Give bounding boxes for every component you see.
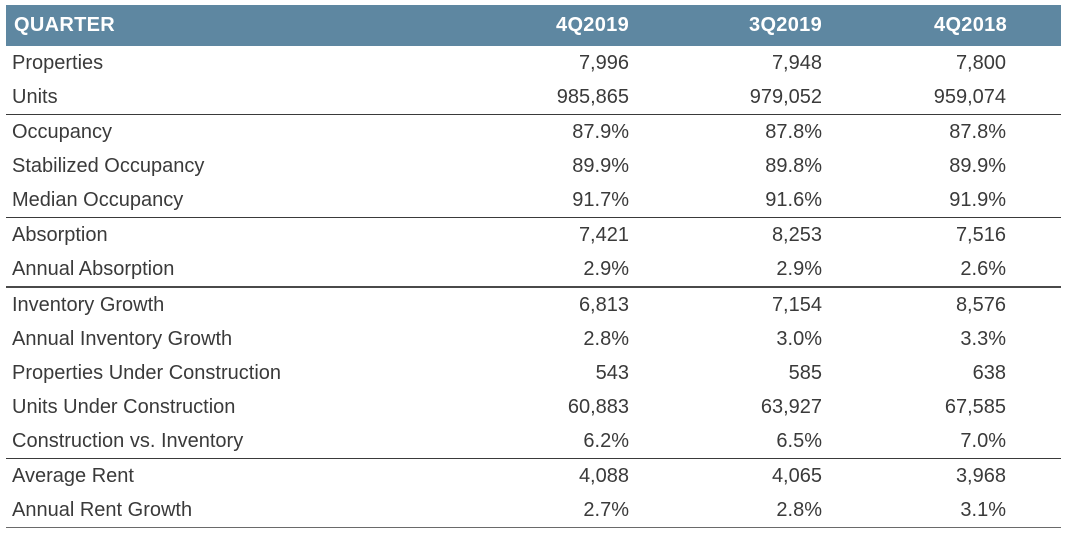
table-cell: 7,421 — [446, 217, 629, 252]
table-cell: 91.7% — [572, 188, 629, 211]
row-label: Absorption — [6, 217, 446, 252]
table-row: Median Occupancy 91.7% 91.6% 91.9% — [6, 183, 1061, 218]
table-cell: 3.1% — [822, 493, 1061, 528]
table-cell: 4,088 — [446, 458, 629, 493]
table-cell: 2.7% — [446, 493, 629, 528]
table-cell: 63,927 — [760, 395, 822, 418]
table-cell: 7,154 — [629, 286, 822, 322]
row-label: Properties — [12, 51, 104, 74]
row-label: Median Occupancy — [12, 188, 184, 211]
metrics-table-container: QUARTER 4Q2019 3Q2019 4Q2018 Properties … — [6, 5, 1061, 528]
table-cell: 60,883 — [567, 395, 629, 418]
table-row: Annual Rent Growth 2.7% 2.8% 3.1% — [6, 493, 1061, 528]
row-label: Occupancy — [6, 114, 446, 149]
table-row: Inventory Growth 6,813 7,154 8,576 — [6, 286, 1061, 322]
table-cell: 7.0% — [960, 429, 1006, 452]
table-row: Absorption 7,421 8,253 7,516 — [6, 217, 1061, 252]
row-label: Annual Rent Growth — [6, 493, 446, 528]
table-row: Annual Absorption 2.9% 2.9% 2.6% — [6, 252, 1061, 287]
table-row: Properties 7,996 7,948 7,800 — [6, 46, 1061, 80]
table-cell: 585 — [788, 361, 822, 384]
row-label: Units — [12, 85, 58, 108]
table-cell: 2.8% — [629, 493, 822, 528]
table-cell: 89.9% — [572, 154, 629, 177]
table-cell: 979,052 — [749, 85, 822, 108]
table-cell: 87.9% — [446, 114, 629, 149]
table-cell: 3.3% — [960, 327, 1006, 350]
metrics-table: QUARTER 4Q2019 3Q2019 4Q2018 Properties … — [6, 5, 1061, 528]
table-cell: 7,516 — [822, 217, 1061, 252]
table-cell: 7,996 — [578, 51, 629, 74]
table-cell: 91.9% — [949, 188, 1006, 211]
table-cell: 2.9% — [583, 257, 629, 280]
table-cell: 959,074 — [933, 85, 1006, 108]
table-cell: 8,576 — [822, 286, 1061, 322]
row-label: Average Rent — [6, 458, 446, 493]
header-row: QUARTER 4Q2019 3Q2019 4Q2018 — [6, 5, 1061, 46]
table-row: Stabilized Occupancy 89.9% 89.8% 89.9% — [6, 149, 1061, 183]
table-cell: 87.8% — [822, 114, 1061, 149]
table-row: Units 985,865 979,052 959,074 — [6, 80, 1061, 115]
row-label: Annual Absorption — [12, 257, 175, 280]
table-cell: 985,865 — [556, 85, 629, 108]
table-cell: 6.2% — [583, 429, 629, 452]
table-cell: 89.8% — [765, 154, 822, 177]
table-row: Annual Inventory Growth 2.8% 3.0% 3.3% — [6, 322, 1061, 356]
table-cell: 67,585 — [944, 395, 1006, 418]
table-row: Construction vs. Inventory 6.2% 6.5% 7.0… — [6, 424, 1061, 459]
row-label: Stabilized Occupancy — [12, 154, 205, 177]
table-row: Average Rent 4,088 4,065 3,968 — [6, 458, 1061, 493]
row-label: Inventory Growth — [6, 286, 446, 322]
table-row: Occupancy 87.9% 87.8% 87.8% — [6, 114, 1061, 149]
table-cell: 7,800 — [955, 51, 1006, 74]
column-header-quarter: QUARTER — [6, 5, 446, 46]
table-row: Units Under Construction 60,883 63,927 6… — [6, 390, 1061, 424]
table-cell: 3,968 — [822, 458, 1061, 493]
row-label: Annual Inventory Growth — [12, 327, 233, 350]
table-cell: 3.0% — [776, 327, 822, 350]
row-label: Units Under Construction — [12, 395, 236, 418]
table-cell: 543 — [595, 361, 629, 384]
table-cell: 7,948 — [771, 51, 822, 74]
table-cell: 4,065 — [629, 458, 822, 493]
column-header-4q2018: 4Q2018 — [822, 5, 1061, 46]
table-cell: 87.8% — [629, 114, 822, 149]
table-cell: 89.9% — [949, 154, 1006, 177]
table-cell: 2.8% — [583, 327, 629, 350]
table-cell: 6.5% — [776, 429, 822, 452]
row-label: Properties Under Construction — [12, 361, 282, 384]
table-cell: 2.9% — [776, 257, 822, 280]
table-cell: 2.6% — [960, 257, 1006, 280]
table-cell: 6,813 — [446, 286, 629, 322]
table-row: Properties Under Construction 543 585 63… — [6, 356, 1061, 390]
column-header-4q2019: 4Q2019 — [446, 5, 629, 46]
row-label: Construction vs. Inventory — [12, 429, 244, 452]
table-cell: 8,253 — [629, 217, 822, 252]
table-cell: 91.6% — [765, 188, 822, 211]
table-cell: 638 — [972, 361, 1006, 384]
column-header-3q2019: 3Q2019 — [629, 5, 822, 46]
